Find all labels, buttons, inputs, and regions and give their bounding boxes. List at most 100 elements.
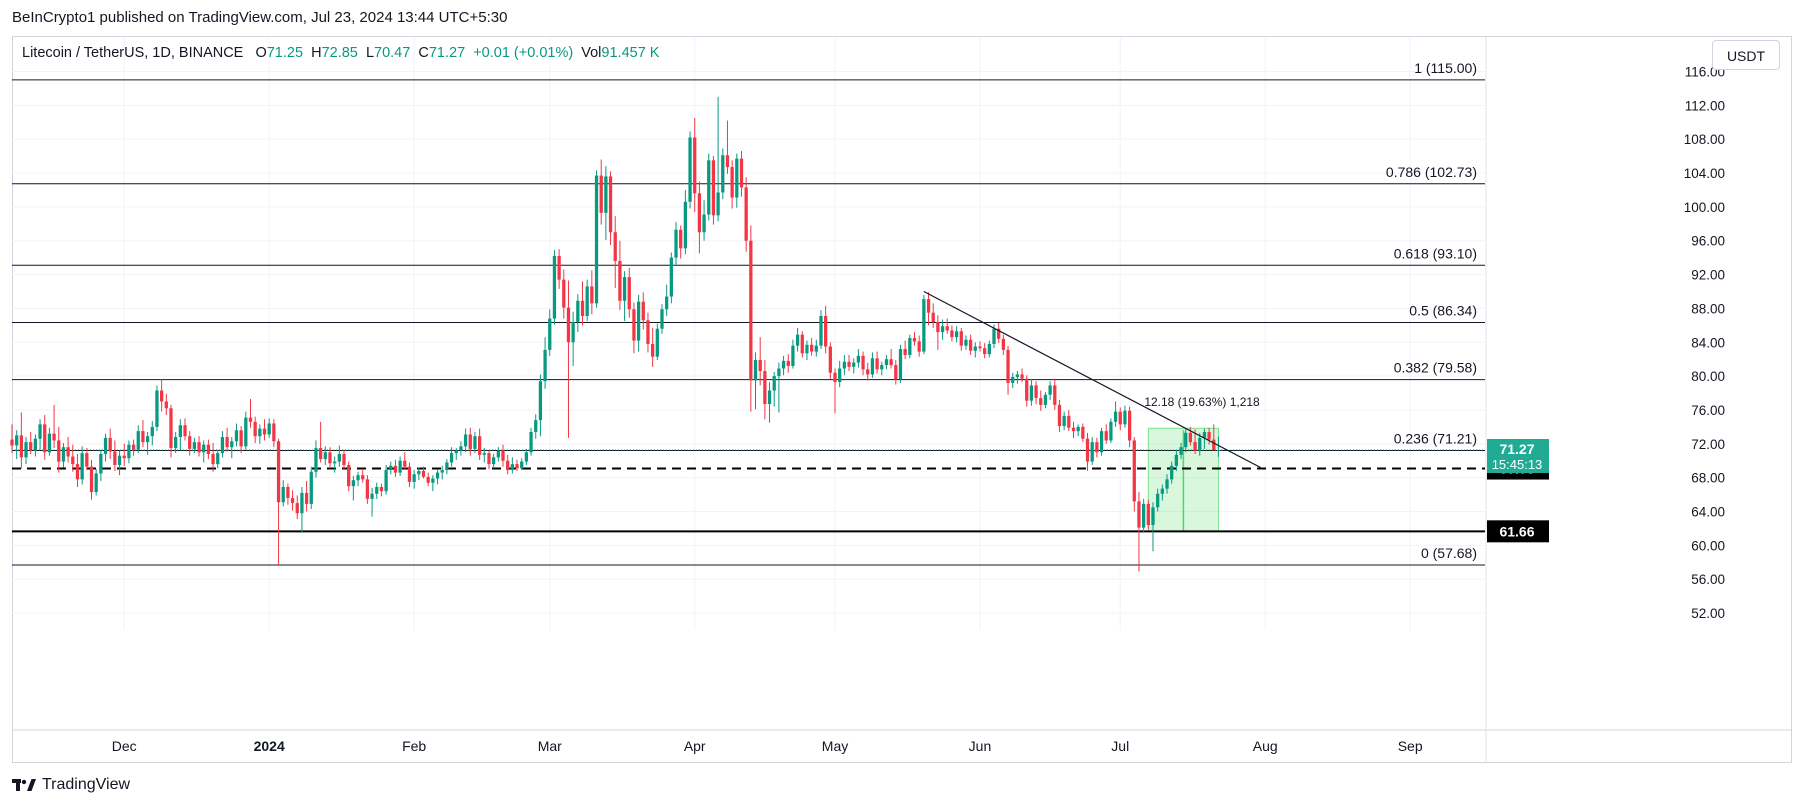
candle-body — [290, 497, 295, 504]
price-tick-label: 104.00 — [1684, 166, 1725, 181]
trendline — [923, 290, 1261, 469]
candle-body — [1212, 439, 1216, 451]
tradingview-footer[interactable]: TradingView — [12, 776, 130, 794]
candle-body — [43, 424, 47, 453]
candle-body — [1076, 426, 1080, 432]
level-layer: 1 (115.00) 0.786 (102.73) 0.618 (93.10) 0.5… — [12, 60, 1485, 566]
candle-body — [1020, 374, 1024, 379]
time-tick-label: May — [822, 738, 848, 754]
measure-label: 12.18 (19.63%) 1,218 — [1144, 395, 1260, 409]
price-tick-label: 108.00 — [1684, 132, 1725, 147]
candle-body — [571, 321, 575, 343]
candle-body — [744, 187, 748, 241]
candle-body — [440, 470, 444, 473]
candle-body — [1090, 442, 1094, 462]
candle-body — [295, 503, 299, 514]
candle-body — [786, 360, 790, 366]
candle-body — [978, 346, 982, 349]
candle-body — [113, 451, 117, 465]
candle-body — [38, 424, 42, 439]
candle-body — [992, 328, 996, 344]
candle-body — [15, 435, 19, 446]
candle-body — [197, 442, 201, 453]
legend-volume: 91.457 K — [601, 45, 660, 61]
candle-body — [248, 417, 253, 422]
candle-body — [122, 455, 126, 459]
candle-body — [697, 193, 702, 233]
candle-body — [936, 321, 940, 333]
fib-level-label: 0.618 (93.10) — [1394, 245, 1477, 261]
candle-body — [945, 326, 949, 331]
candle-body — [599, 175, 603, 213]
candle-body — [1118, 411, 1122, 425]
candle-body — [80, 453, 84, 480]
candle-body — [463, 434, 468, 447]
candle-body — [828, 346, 832, 373]
candle-body — [674, 229, 678, 258]
candle-body — [85, 453, 89, 467]
last-price-label: 71.27 — [1499, 441, 1534, 457]
price-tick-label: 84.00 — [1691, 335, 1725, 350]
candle-body — [337, 453, 341, 462]
candle-body — [1062, 415, 1066, 427]
candle-body — [824, 316, 828, 347]
candle-body — [819, 316, 823, 346]
candle-body — [1053, 385, 1057, 405]
candle-body — [1160, 488, 1164, 494]
candle-body — [613, 232, 617, 262]
candle-body — [356, 475, 360, 481]
candle-body — [515, 464, 519, 469]
candle-body — [800, 334, 804, 354]
time-tick-label: Dec — [112, 738, 137, 754]
candle-body — [412, 474, 416, 482]
candle-body — [866, 369, 870, 375]
candle-body — [492, 457, 496, 465]
candle-body — [417, 470, 421, 475]
candle-body — [342, 453, 346, 465]
candle-body — [477, 436, 482, 455]
currency-button[interactable]: USDT — [1712, 40, 1780, 70]
candle-body — [318, 448, 323, 460]
legend-symbol[interactable]: Litecoin / TetherUS, 1D, BINANCE — [22, 45, 244, 61]
candle-body — [389, 465, 393, 471]
candle-body — [964, 339, 968, 346]
candle-body — [1113, 411, 1118, 422]
candle-body — [403, 460, 407, 467]
candle-body — [1011, 376, 1015, 383]
candle-body — [379, 486, 384, 492]
candle-body — [1039, 398, 1043, 405]
price-tick-label: 96.00 — [1691, 234, 1725, 249]
candle-body — [1104, 431, 1108, 441]
measure-layer: 12.18 (19.63%) 1,218 — [1144, 395, 1260, 532]
fib-level-label: 0.236 (71.21) — [1394, 431, 1477, 447]
price-tick-label: 64.00 — [1691, 505, 1725, 520]
candle-body — [1198, 437, 1202, 451]
candle-body — [1216, 449, 1221, 451]
price-tick-label: 72.00 — [1691, 437, 1725, 452]
candle-body — [136, 431, 140, 450]
candle-body — [636, 301, 641, 341]
candle-body — [1184, 432, 1188, 448]
candle-body — [870, 358, 875, 375]
candle-body — [459, 446, 463, 451]
candle-body — [1071, 427, 1076, 432]
candle-body — [435, 472, 440, 479]
candle-body — [1085, 438, 1090, 462]
candle-body — [809, 344, 814, 352]
candle-body — [950, 330, 954, 338]
price-tick-label: 112.00 — [1685, 98, 1725, 113]
candle-body — [164, 401, 168, 409]
candle-body — [1188, 432, 1193, 443]
candle-body — [202, 444, 206, 453]
candle-body — [1202, 431, 1207, 438]
candle-body — [286, 486, 290, 498]
candle-body — [103, 437, 108, 454]
support-price-label: 61.66 — [1499, 523, 1534, 539]
time-tick-label: Jul — [1111, 738, 1129, 754]
candle-body — [627, 277, 631, 310]
candle-body — [276, 441, 281, 503]
candle-body — [431, 478, 435, 483]
candle-body — [375, 486, 379, 494]
candle-body — [272, 423, 276, 442]
